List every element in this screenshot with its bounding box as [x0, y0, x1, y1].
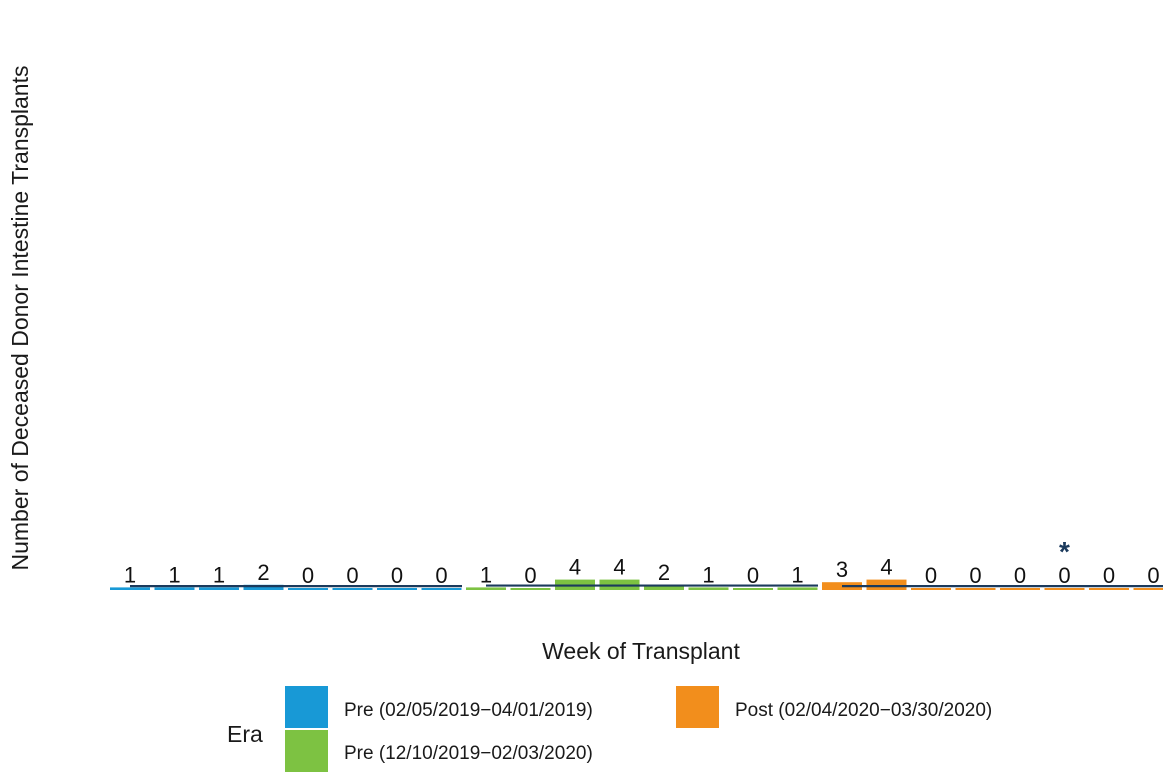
bar-value-label: 1 — [791, 562, 803, 587]
bar-value-label: 1 — [213, 562, 225, 587]
bar-s2-w2 — [911, 588, 951, 590]
bar-value-label: 0 — [747, 563, 759, 588]
legend-label-pre-2020: Pre (12/10/2019−02/03/2020) — [344, 743, 593, 764]
bar-value-label: 4 — [880, 555, 892, 580]
legend-label-post-2020: Post (02/04/2020−03/30/2020) — [735, 700, 992, 721]
bar-value-label: 1 — [480, 562, 492, 587]
bar-value-label: 2 — [658, 560, 670, 585]
bar-labels-layer: 1 1 1 2 0 0 0 0 1 0 4 4 2 1 0 1 3 4 0 0 0 0 0 0* — [124, 536, 1160, 588]
bar-s2-w6 — [1089, 588, 1129, 590]
x-axis-title: Week of Transplant — [542, 638, 740, 664]
bar-s0-w6 — [377, 588, 417, 590]
bar-s2-w4 — [1000, 588, 1040, 590]
bar-value-label: 0 — [1103, 563, 1115, 588]
bar-value-label: 4 — [613, 555, 625, 580]
legend-title: Era — [227, 721, 263, 747]
bar-value-label: 1 — [168, 562, 180, 587]
bar-value-label: 0 — [925, 563, 937, 588]
bar-value-label: 0 — [524, 563, 536, 588]
bar-value-label: 0 — [1014, 563, 1026, 588]
bar-value-label: 4 — [569, 555, 581, 580]
bar-s0-w7 — [421, 588, 462, 590]
bar-s1-w0 — [466, 587, 506, 590]
expected-lines-layer — [130, 584, 1163, 588]
bar-s2-w1 — [866, 579, 907, 590]
bar-value-label: 0 — [1058, 563, 1070, 588]
legend-key-pre-2020 — [285, 730, 328, 772]
legend-label-pre-2019: Pre (02/05/2019−04/01/2019) — [344, 700, 593, 721]
bar-value-label: 1 — [702, 562, 714, 587]
legend-key-post-2020 — [676, 686, 719, 728]
bar-s1-w1 — [510, 588, 551, 590]
y-axis-title: Number of Deceased Donor Intestine Trans… — [7, 66, 33, 571]
bar-s0-w3 — [243, 584, 284, 590]
significance-asterisk: * — [1059, 536, 1070, 567]
bar-s1-w7 — [777, 587, 818, 590]
bar-s1-w4 — [644, 584, 684, 590]
bar-s0-w0 — [110, 587, 150, 590]
bar-value-label: 0 — [391, 563, 403, 588]
bar-value-label: 2 — [257, 560, 269, 585]
bar-value-label: 3 — [836, 557, 848, 582]
bar-s0-w2 — [199, 587, 239, 590]
bar-value-label: 0 — [969, 563, 981, 588]
bar-value-label: 1 — [124, 562, 136, 587]
bar-value-label: 0 — [346, 563, 358, 588]
bar-s2-w5 — [1044, 588, 1085, 590]
bar-s2-w3 — [955, 588, 996, 590]
bar-s0-w4 — [288, 588, 328, 590]
bar-value-label: 0 — [435, 563, 447, 588]
bar-value-label: 0 — [302, 563, 314, 588]
bar-s1-w5 — [688, 587, 729, 590]
bar-s0-w1 — [154, 587, 195, 590]
bar-s0-w5 — [332, 588, 373, 590]
bar-s2-w7 — [1133, 588, 1163, 590]
legend: Era Pre (02/05/2019−04/01/2019) Pre (12/… — [227, 686, 992, 772]
bar-value-label: 0 — [1147, 563, 1159, 588]
legend-key-pre-2019 — [285, 686, 328, 728]
bar-s1-w6 — [733, 588, 773, 590]
